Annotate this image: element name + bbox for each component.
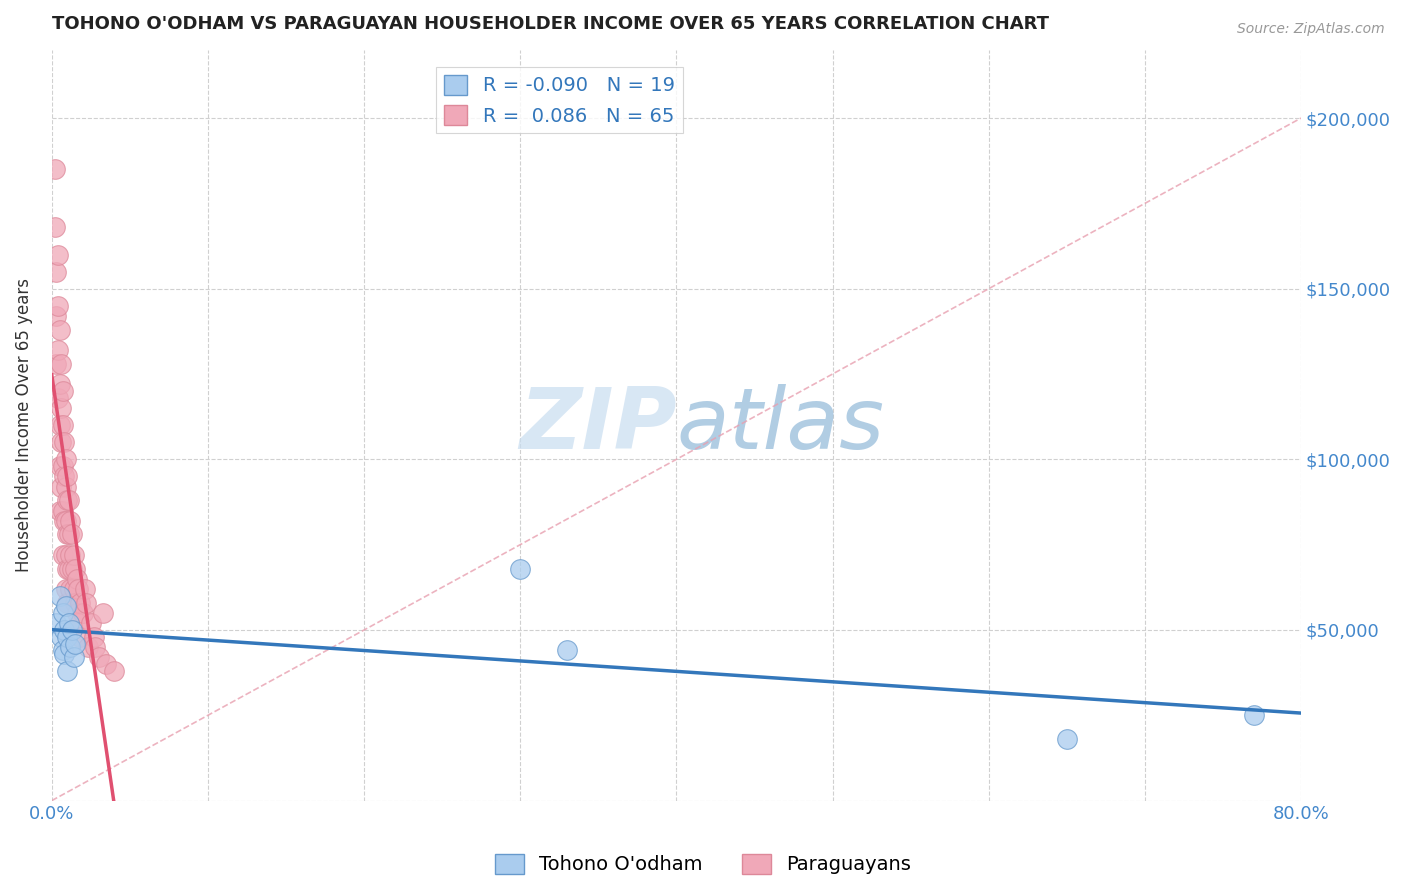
Point <box>48 589 70 603</box>
Point <box>44 162 66 177</box>
Point <box>49 630 72 644</box>
Point <box>46 343 69 358</box>
Point <box>52 606 75 620</box>
Point <box>72 606 94 620</box>
Point <box>46 391 69 405</box>
Point <box>83 630 105 644</box>
Point <box>87 650 110 665</box>
Point <box>59 582 82 596</box>
Point <box>555 643 578 657</box>
Point <box>46 299 69 313</box>
Point <box>44 220 66 235</box>
Point <box>91 606 114 620</box>
Point <box>45 265 67 279</box>
Point <box>60 561 83 575</box>
Point <box>56 469 79 483</box>
Text: TOHONO O'ODHAM VS PARAGUAYAN HOUSEHOLDER INCOME OVER 65 YEARS CORRELATION CHART: TOHONO O'ODHAM VS PARAGUAYAN HOUSEHOLDER… <box>52 15 1049 33</box>
Point <box>62 582 84 596</box>
Point <box>69 630 91 644</box>
Point <box>48 377 70 392</box>
Point <box>45 309 67 323</box>
Point <box>60 527 83 541</box>
Point <box>45 616 67 631</box>
Point <box>67 582 90 596</box>
Point <box>58 561 80 575</box>
Point <box>53 469 76 483</box>
Point <box>49 401 72 416</box>
Point <box>66 606 89 620</box>
Point <box>1056 732 1078 747</box>
Point <box>62 650 84 665</box>
Point <box>63 596 86 610</box>
Point <box>509 561 531 575</box>
Point <box>67 616 90 631</box>
Legend: R = -0.090   N = 19, R =  0.086   N = 65: R = -0.090 N = 19, R = 0.086 N = 65 <box>436 67 683 134</box>
Point <box>55 582 77 596</box>
Point <box>69 596 91 610</box>
Point <box>56 596 79 610</box>
Point <box>62 548 84 562</box>
Point <box>53 647 76 661</box>
Point <box>75 596 97 610</box>
Point <box>52 548 75 562</box>
Legend: Tohono O'odham, Paraguayans: Tohono O'odham, Paraguayans <box>486 847 920 882</box>
Point <box>49 480 72 494</box>
Point <box>53 623 76 637</box>
Point <box>59 514 82 528</box>
Point <box>53 514 76 528</box>
Point <box>55 548 77 562</box>
Point <box>53 435 76 450</box>
Point <box>52 459 75 474</box>
Text: Source: ZipAtlas.com: Source: ZipAtlas.com <box>1237 22 1385 37</box>
Text: atlas: atlas <box>676 384 884 467</box>
Point <box>48 459 70 474</box>
Point <box>45 357 67 371</box>
Point <box>48 418 70 433</box>
Point <box>59 640 82 654</box>
Point <box>58 616 80 631</box>
Point <box>1243 708 1265 723</box>
Point <box>46 247 69 261</box>
Point <box>56 527 79 541</box>
Point <box>52 418 75 433</box>
Point <box>48 323 70 337</box>
Point <box>96 657 118 672</box>
Point <box>52 643 75 657</box>
Point <box>59 548 82 562</box>
Point <box>55 514 77 528</box>
Point <box>73 582 96 596</box>
Point <box>58 493 80 508</box>
Point <box>56 493 79 508</box>
Point <box>63 637 86 651</box>
Y-axis label: Householder Income Over 65 years: Householder Income Over 65 years <box>15 278 32 573</box>
Point <box>48 503 70 517</box>
Text: ZIP: ZIP <box>519 384 676 467</box>
Point <box>52 503 75 517</box>
Point <box>80 616 103 631</box>
Point <box>55 599 77 613</box>
Point <box>63 561 86 575</box>
Point <box>56 561 79 575</box>
Point <box>56 664 79 678</box>
Point <box>55 452 77 467</box>
Point <box>49 357 72 371</box>
Point <box>60 623 83 637</box>
Point <box>49 435 72 450</box>
Point <box>56 630 79 644</box>
Point <box>66 572 89 586</box>
Point <box>58 527 80 541</box>
Point <box>55 480 77 494</box>
Point <box>76 640 98 654</box>
Point <box>52 384 75 398</box>
Point <box>103 664 125 678</box>
Point <box>84 640 107 654</box>
